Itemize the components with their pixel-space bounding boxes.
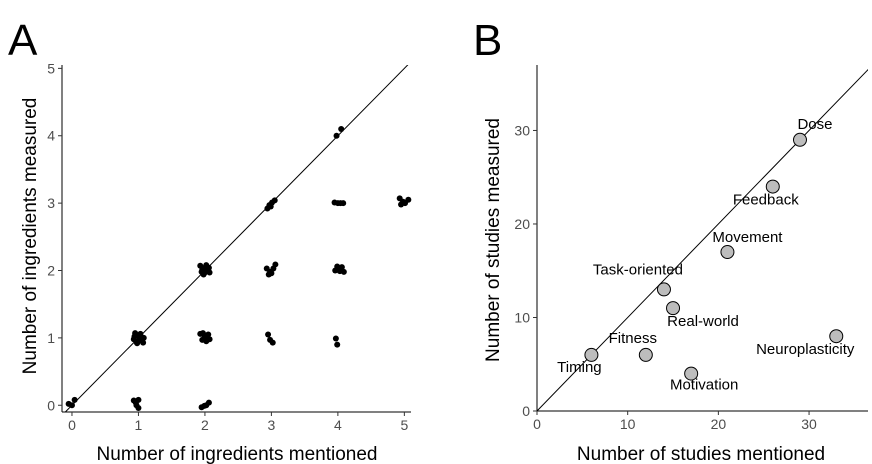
data-point bbox=[666, 301, 681, 316]
panel-a-letter: A bbox=[8, 16, 38, 65]
data-point bbox=[135, 404, 142, 411]
data-point bbox=[684, 366, 699, 381]
data-point bbox=[271, 197, 278, 204]
data-point bbox=[140, 334, 147, 341]
y-tick-label: 0 bbox=[522, 403, 530, 419]
data-point bbox=[134, 340, 141, 347]
data-point bbox=[338, 126, 345, 133]
y-tick-label: 1 bbox=[47, 330, 55, 346]
data-point bbox=[765, 179, 780, 194]
data-point bbox=[332, 335, 339, 342]
x-tick-label: 30 bbox=[801, 416, 817, 432]
x-tick-label: 4 bbox=[334, 417, 342, 433]
point-label: Fitness bbox=[609, 330, 657, 347]
data-point bbox=[205, 399, 212, 406]
data-point bbox=[267, 203, 274, 210]
data-point bbox=[267, 268, 274, 275]
data-point bbox=[265, 331, 272, 338]
data-point bbox=[272, 261, 279, 268]
data-point bbox=[68, 402, 75, 409]
data-point bbox=[206, 336, 213, 343]
x-tick-label: 0 bbox=[68, 417, 76, 433]
x-tick-label: 20 bbox=[711, 416, 727, 432]
data-point bbox=[200, 271, 207, 278]
x-tick-label: 3 bbox=[268, 417, 276, 433]
data-point bbox=[333, 132, 340, 139]
data-point bbox=[199, 330, 206, 337]
identity-line bbox=[64, 65, 409, 412]
data-point bbox=[201, 335, 208, 342]
data-point bbox=[334, 263, 341, 270]
x-tick-label: 2 bbox=[201, 417, 209, 433]
x-tick-label: 10 bbox=[620, 416, 636, 432]
data-point bbox=[792, 132, 807, 147]
data-point bbox=[206, 269, 213, 276]
point-label: Task-oriented bbox=[593, 261, 683, 278]
y-tick-label: 30 bbox=[514, 122, 530, 138]
identity-line bbox=[537, 68, 868, 411]
data-point bbox=[829, 329, 844, 344]
data-point bbox=[205, 264, 212, 271]
data-point bbox=[132, 399, 139, 406]
point-label: Dose bbox=[797, 116, 832, 133]
data-point bbox=[584, 347, 599, 362]
panel-b-scatter: 0 10 20 30 0 10 20 30 Dose Feedback Movement Task-o… bbox=[514, 65, 868, 432]
data-point bbox=[131, 333, 138, 340]
data-point bbox=[340, 200, 347, 207]
data-point bbox=[340, 268, 347, 275]
y-tick-label: 0 bbox=[47, 397, 55, 413]
data-point bbox=[720, 245, 735, 260]
y-tick-label: 2 bbox=[47, 263, 55, 279]
data-point bbox=[205, 331, 212, 338]
point-label: Feedback bbox=[733, 192, 799, 209]
panel-a-y-axis-title: Number of ingredients measured bbox=[20, 98, 41, 375]
data-point bbox=[71, 396, 78, 403]
y-tick-label: 3 bbox=[47, 195, 55, 211]
y-tick-label: 5 bbox=[47, 60, 55, 76]
y-tick-label: 20 bbox=[514, 216, 530, 232]
panel-b-letter: B bbox=[473, 16, 502, 65]
point-label: Real-world bbox=[667, 313, 739, 330]
data-point bbox=[199, 266, 206, 273]
y-tick-label: 10 bbox=[514, 309, 530, 325]
panel-b-x-axis-title: Number of studies mentioned bbox=[577, 444, 825, 464]
panel-a-scatter: 0 1 2 3 4 5 0 1 2 3 4 5 bbox=[47, 60, 412, 433]
x-tick-label: 0 bbox=[533, 416, 541, 432]
point-label: Motivation bbox=[670, 377, 738, 394]
x-tick-label: 5 bbox=[400, 417, 408, 433]
y-tick-label: 4 bbox=[47, 128, 55, 144]
data-point bbox=[334, 341, 341, 348]
data-point bbox=[656, 282, 671, 297]
point-label: Timing bbox=[557, 359, 601, 376]
x-tick-label: 1 bbox=[135, 417, 143, 433]
panel-b-y-axis-title: Number of studies measured bbox=[483, 118, 504, 362]
data-point bbox=[269, 339, 276, 346]
panel-a-x-axis-title: Number of ingredients mentioned bbox=[97, 444, 378, 464]
data-point bbox=[338, 264, 345, 271]
data-point bbox=[137, 330, 144, 337]
point-label: Neuroplasticity bbox=[756, 341, 855, 358]
data-point bbox=[405, 196, 412, 203]
data-point bbox=[638, 347, 653, 362]
point-label: Movement bbox=[712, 229, 783, 246]
